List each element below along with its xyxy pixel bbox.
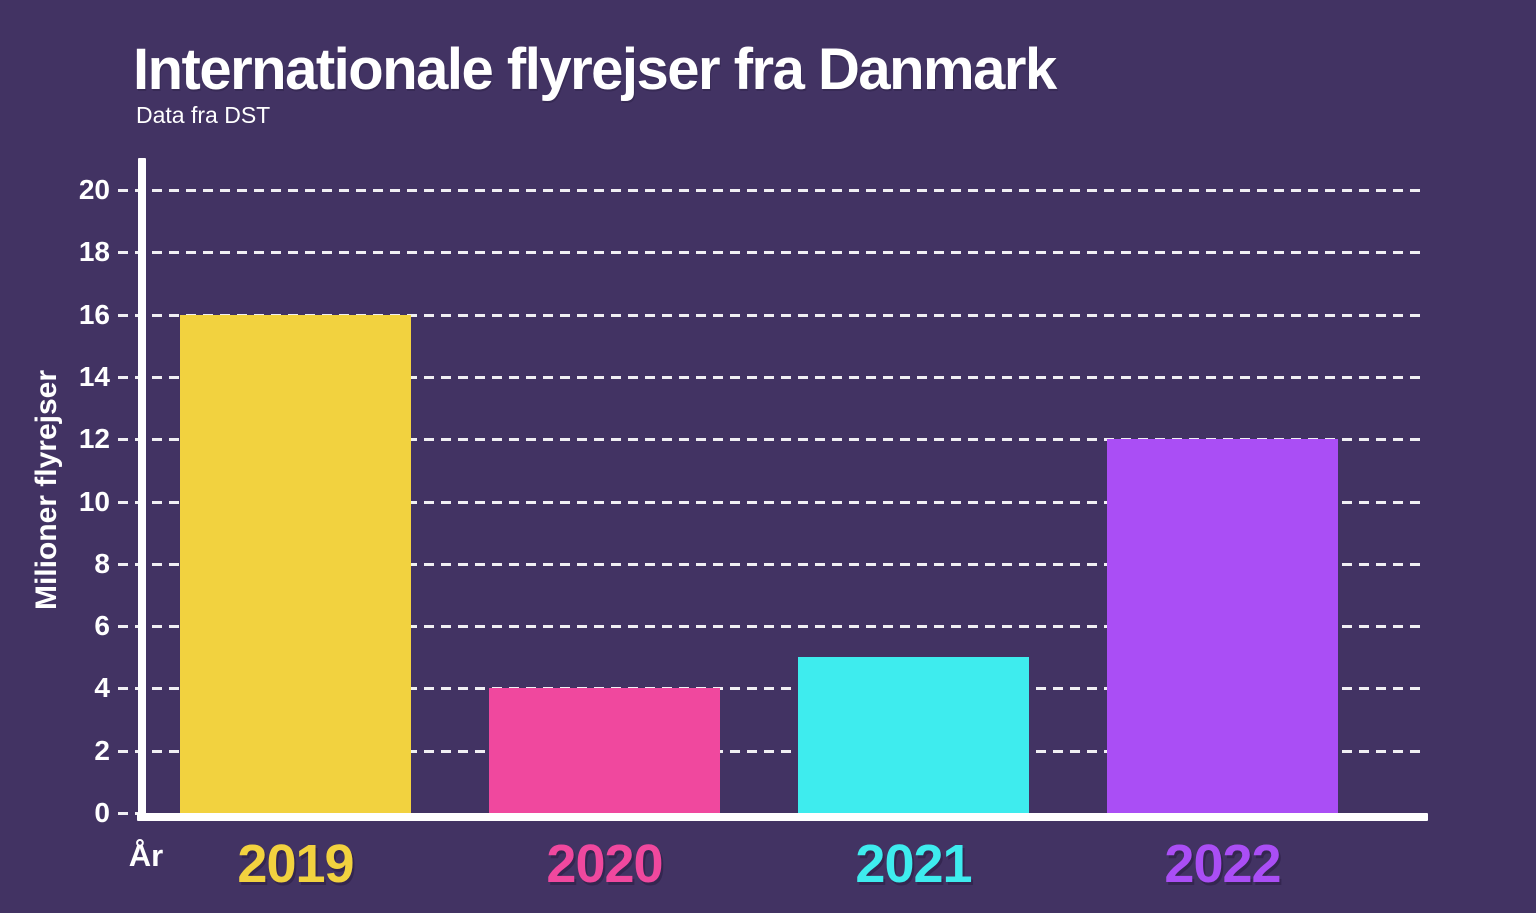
bar-2022 (1107, 439, 1338, 813)
y-tick-label-18: 18 (78, 236, 110, 268)
gridline-y12 (118, 438, 1424, 442)
chart-title: Internationale flyrejser fra Danmark (133, 37, 1057, 102)
x-axis-title: År (128, 838, 164, 873)
chart-subtitle: Data fra DST (136, 102, 271, 128)
x-tick-label-2021: 2021 (855, 834, 972, 894)
y-tick-label-8: 8 (94, 547, 110, 579)
gridline-y16 (118, 313, 1424, 317)
y-tick-label-0: 0 (94, 797, 110, 828)
y-tick-label-2: 2 (94, 734, 110, 766)
gridline-y6 (118, 625, 1424, 629)
y-axis-line (138, 158, 146, 821)
y-axis-tick (118, 812, 138, 815)
x-tick-label-2020: 2020 (546, 834, 663, 894)
x-tick-label-2019: 2019 (237, 834, 354, 894)
gridline-y14 (118, 375, 1424, 379)
gridline-y10 (118, 500, 1424, 504)
y-tick-label-14: 14 (78, 360, 110, 392)
bar-2021 (798, 657, 1029, 813)
y-tick-label-6: 6 (94, 610, 110, 642)
y-tick-label-4: 4 (94, 672, 110, 704)
gridline-y8 (118, 562, 1424, 566)
gridline-y4 (118, 687, 1424, 691)
y-tick-label-20: 20 (78, 174, 110, 205)
y-tick-label-12: 12 (78, 423, 110, 455)
gridline-y20 (118, 189, 1424, 192)
y-tick-label-16: 16 (78, 298, 110, 330)
bar-2019 (180, 314, 411, 813)
gridline-y18 (118, 251, 1424, 255)
y-tick-label-10: 10 (78, 485, 110, 517)
x-axis-line (137, 813, 1428, 821)
gridline-y2 (118, 749, 1424, 753)
bar-2020 (489, 688, 720, 813)
x-tick-label-2022: 2022 (1164, 834, 1281, 894)
